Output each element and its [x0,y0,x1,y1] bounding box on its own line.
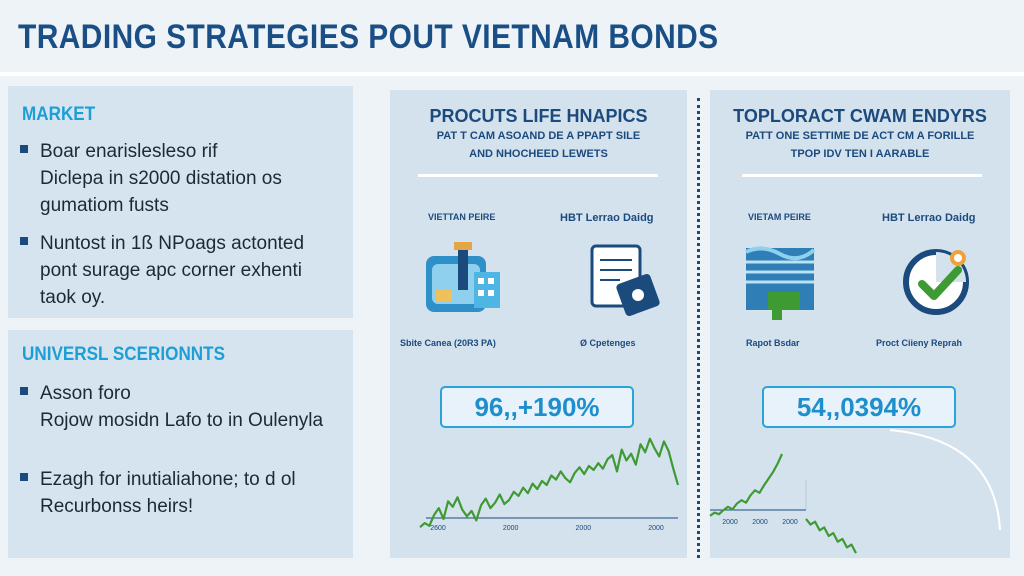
card-2-icon1-label: VIETAM PEIRE [748,212,811,222]
chart-2-series-1-line [709,453,784,517]
title-divider [0,72,1024,76]
chart-2-series-2-line [805,518,857,554]
card-2-title: TOPLORACT CWAM ENDYRS [733,106,987,126]
pie-check-icon [903,249,969,315]
chart-1-x-tick-label: 2000 [648,525,664,532]
universal-bullet-2: Ezagh for inutialiahone; to d ol Recurbo… [20,466,296,520]
card-2-subtitle-1: PATT ONE SETTIME DE ACT CM A FORILLE [745,130,975,142]
universal-bullet-2-text: Ezagh for inutialiahone; to d ol Recurbo… [40,469,296,517]
card-2-icon1-caption: Rapot Bsdar [746,338,800,348]
universal-bullet-1-text: Asson foro Rojow mosidn Lafo to in Oulen… [40,383,324,431]
chart-2-curve-decoration [889,429,1001,531]
column-divider [697,98,700,558]
chart-2-x-tick-label: 2000 [722,519,738,526]
card-1-subtitle-2: AND NHOCHEED LEWETS [469,148,608,160]
universal-heading: UNIVERSL SCERIONNTS [22,344,226,365]
card-1-icon1-caption: Sbite Canea (20R3 PA) [400,338,496,348]
card-1-icon2-label: HBT Lerrao Daidg [560,212,654,224]
chart-2-x-tick-label: 2000 [752,519,768,526]
chart-1-series-line [419,437,680,529]
building-chart-icon [745,246,816,320]
bond-building-icon [426,242,500,312]
card-2-subtitle-2: TPOP IDV TEN I AARABLE [790,148,930,160]
chart-2-x-tick-label: 2000 [782,519,798,526]
chart-1-x-tick-label: 2000 [503,525,519,532]
bullet-square-icon [20,387,28,395]
card-2-rule [742,174,982,177]
card-1-title: PROCUTS LIFE HNAPICS [429,106,648,126]
card-1-return-badge: 96,,+190% [440,386,634,428]
card-1-icon2-caption: Ø Cpetenges [580,338,636,348]
card-1-line-chart: 2600 2000 2000 2000 [419,437,680,532]
bullet-square-icon [20,145,28,153]
market-bullet-2: Nuntost in 1ß NPoags actonted pont surag… [20,230,304,311]
chart-1-x-tick-label: 2000 [576,525,592,532]
universal-bullet-1: Asson foro Rojow mosidn Lafo to in Oulen… [20,380,323,434]
card-1-rule [418,174,658,177]
card-1-icon1-label: VIETTAN PEIRE [428,212,496,222]
bullet-square-icon [20,237,28,245]
strategy-card-2: TOPLORACT CWAM ENDYRS PATT ONE SETTIME D… [709,90,1010,558]
market-bullet-1: Boar enarislesleso rif Diclepa in s2000 … [20,138,282,219]
bullet-square-icon [20,473,28,481]
document-check-icon [590,244,660,317]
page-title: TRADING STRATEGIES POUT VIETNAM BONDS [18,18,719,56]
universal-panel: UNIVERSL SCERIONNTS Asson foro Rojow mos… [8,330,353,558]
card-2-line-chart: 2000 2000 2000 [709,429,1001,554]
card-2-return-badge: 54,,0394% [762,386,956,428]
market-bullet-2-text: Nuntost in 1ß NPoags actonted pont surag… [40,233,305,308]
market-panel: MARKET Boar enarislesleso rif Diclepa in… [8,86,353,318]
card-2-icon2-caption: Proct Ciieny Reprah [876,338,963,348]
market-heading: MARKET [22,104,96,125]
card-2-icon2-label: HBT Lerrao Daidg [882,212,976,224]
strategy-card-1: PROCUTS LIFE HNAPICS PAT T CAM ASOAND DE… [390,90,687,558]
card-1-subtitle-1: PAT T CAM ASOAND DE A PPAPT SILE [436,130,641,142]
chart-1-x-tick-label: 2600 [430,525,446,532]
market-bullet-1-text: Boar enarislesleso rif Diclepa in s2000 … [40,141,282,216]
